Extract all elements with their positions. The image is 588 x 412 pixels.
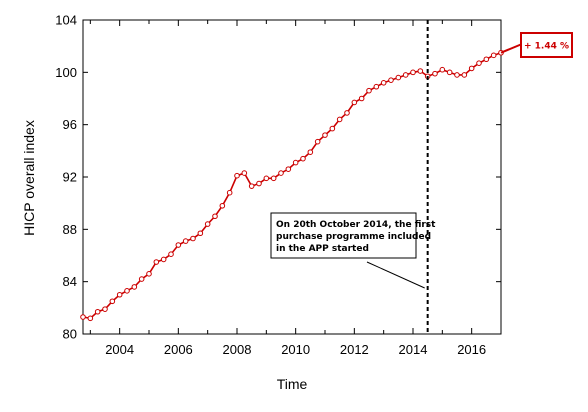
data-point — [358, 95, 365, 102]
data-point — [278, 170, 284, 176]
data-point — [351, 99, 358, 106]
x-tick-label: 2012 — [340, 342, 369, 357]
data-point — [160, 256, 167, 263]
data-point — [395, 74, 402, 81]
data-point — [190, 235, 196, 242]
x-tick-label: 2008 — [223, 342, 252, 357]
data-point — [439, 66, 446, 73]
data-point — [182, 238, 189, 244]
data-point — [138, 276, 145, 282]
data-point — [248, 183, 255, 189]
data-point — [226, 189, 233, 196]
annotation-pointer — [366, 261, 425, 289]
data-point — [322, 132, 328, 138]
y-tick-label: 104 — [55, 13, 77, 28]
y-tick-label: 80 — [63, 327, 77, 342]
annotation-text-line: purchase programme included — [276, 232, 431, 242]
y-tick-label: 88 — [63, 222, 77, 237]
y-tick-label: 100 — [55, 65, 77, 80]
callout-pointer — [500, 43, 523, 54]
data-point — [468, 65, 475, 72]
y-tick-label: 96 — [63, 117, 77, 132]
x-tick-label: 2014 — [399, 342, 428, 357]
data-point — [344, 110, 350, 116]
callout-box — [520, 32, 573, 58]
data-point — [234, 172, 240, 179]
data-point — [490, 52, 497, 59]
data-point — [461, 72, 468, 78]
data-point — [417, 68, 424, 74]
x-axis-title: Time — [277, 376, 308, 392]
data-point — [307, 149, 314, 155]
data-point — [212, 213, 218, 220]
plot-frame — [82, 19, 502, 335]
data-point — [146, 271, 152, 277]
x-tick-label: 2004 — [105, 342, 134, 357]
data-point — [256, 180, 262, 187]
data-point — [285, 166, 292, 172]
y-axis-title: HICP overall index — [21, 120, 37, 236]
data-point — [388, 77, 394, 83]
data-point — [454, 72, 460, 78]
data-point — [300, 155, 306, 162]
data-point — [263, 175, 270, 182]
data-point — [446, 69, 453, 76]
data-point — [94, 308, 101, 315]
data-point — [219, 202, 226, 209]
data-point — [124, 288, 130, 294]
data-point — [373, 83, 380, 90]
data-point — [197, 230, 204, 237]
data-point — [432, 70, 438, 77]
annotation-box — [270, 212, 417, 259]
series-line — [82, 51, 502, 320]
data-point — [168, 251, 174, 257]
callout-label: + 1.44 % — [524, 42, 569, 52]
data-point — [483, 56, 490, 63]
x-tick-label: 2016 — [457, 342, 486, 357]
data-point — [366, 87, 372, 94]
data-point — [329, 125, 336, 132]
data-point — [241, 170, 248, 176]
data-point — [175, 242, 182, 248]
data-point — [204, 221, 211, 227]
data-point — [153, 259, 160, 265]
data-point — [270, 175, 277, 182]
data-point — [410, 69, 416, 76]
x-tick-label: 2006 — [164, 342, 193, 357]
data-point — [380, 80, 387, 86]
data-point — [80, 314, 86, 320]
data-point — [109, 298, 116, 305]
annotation-text-line: in the APP started — [276, 244, 369, 254]
data-point — [292, 159, 299, 166]
data-point — [314, 138, 321, 145]
y-tick-label: 84 — [63, 274, 77, 289]
data-point — [336, 116, 343, 123]
annotation-text-line: On 20th October 2014, the first — [276, 220, 436, 230]
x-tick-label: 2010 — [281, 342, 310, 357]
data-point — [131, 284, 138, 290]
data-point — [476, 60, 482, 66]
data-point — [402, 72, 409, 78]
data-point — [87, 315, 94, 322]
data-point — [102, 306, 108, 312]
data-point — [116, 291, 123, 298]
y-tick-label: 92 — [63, 170, 77, 185]
